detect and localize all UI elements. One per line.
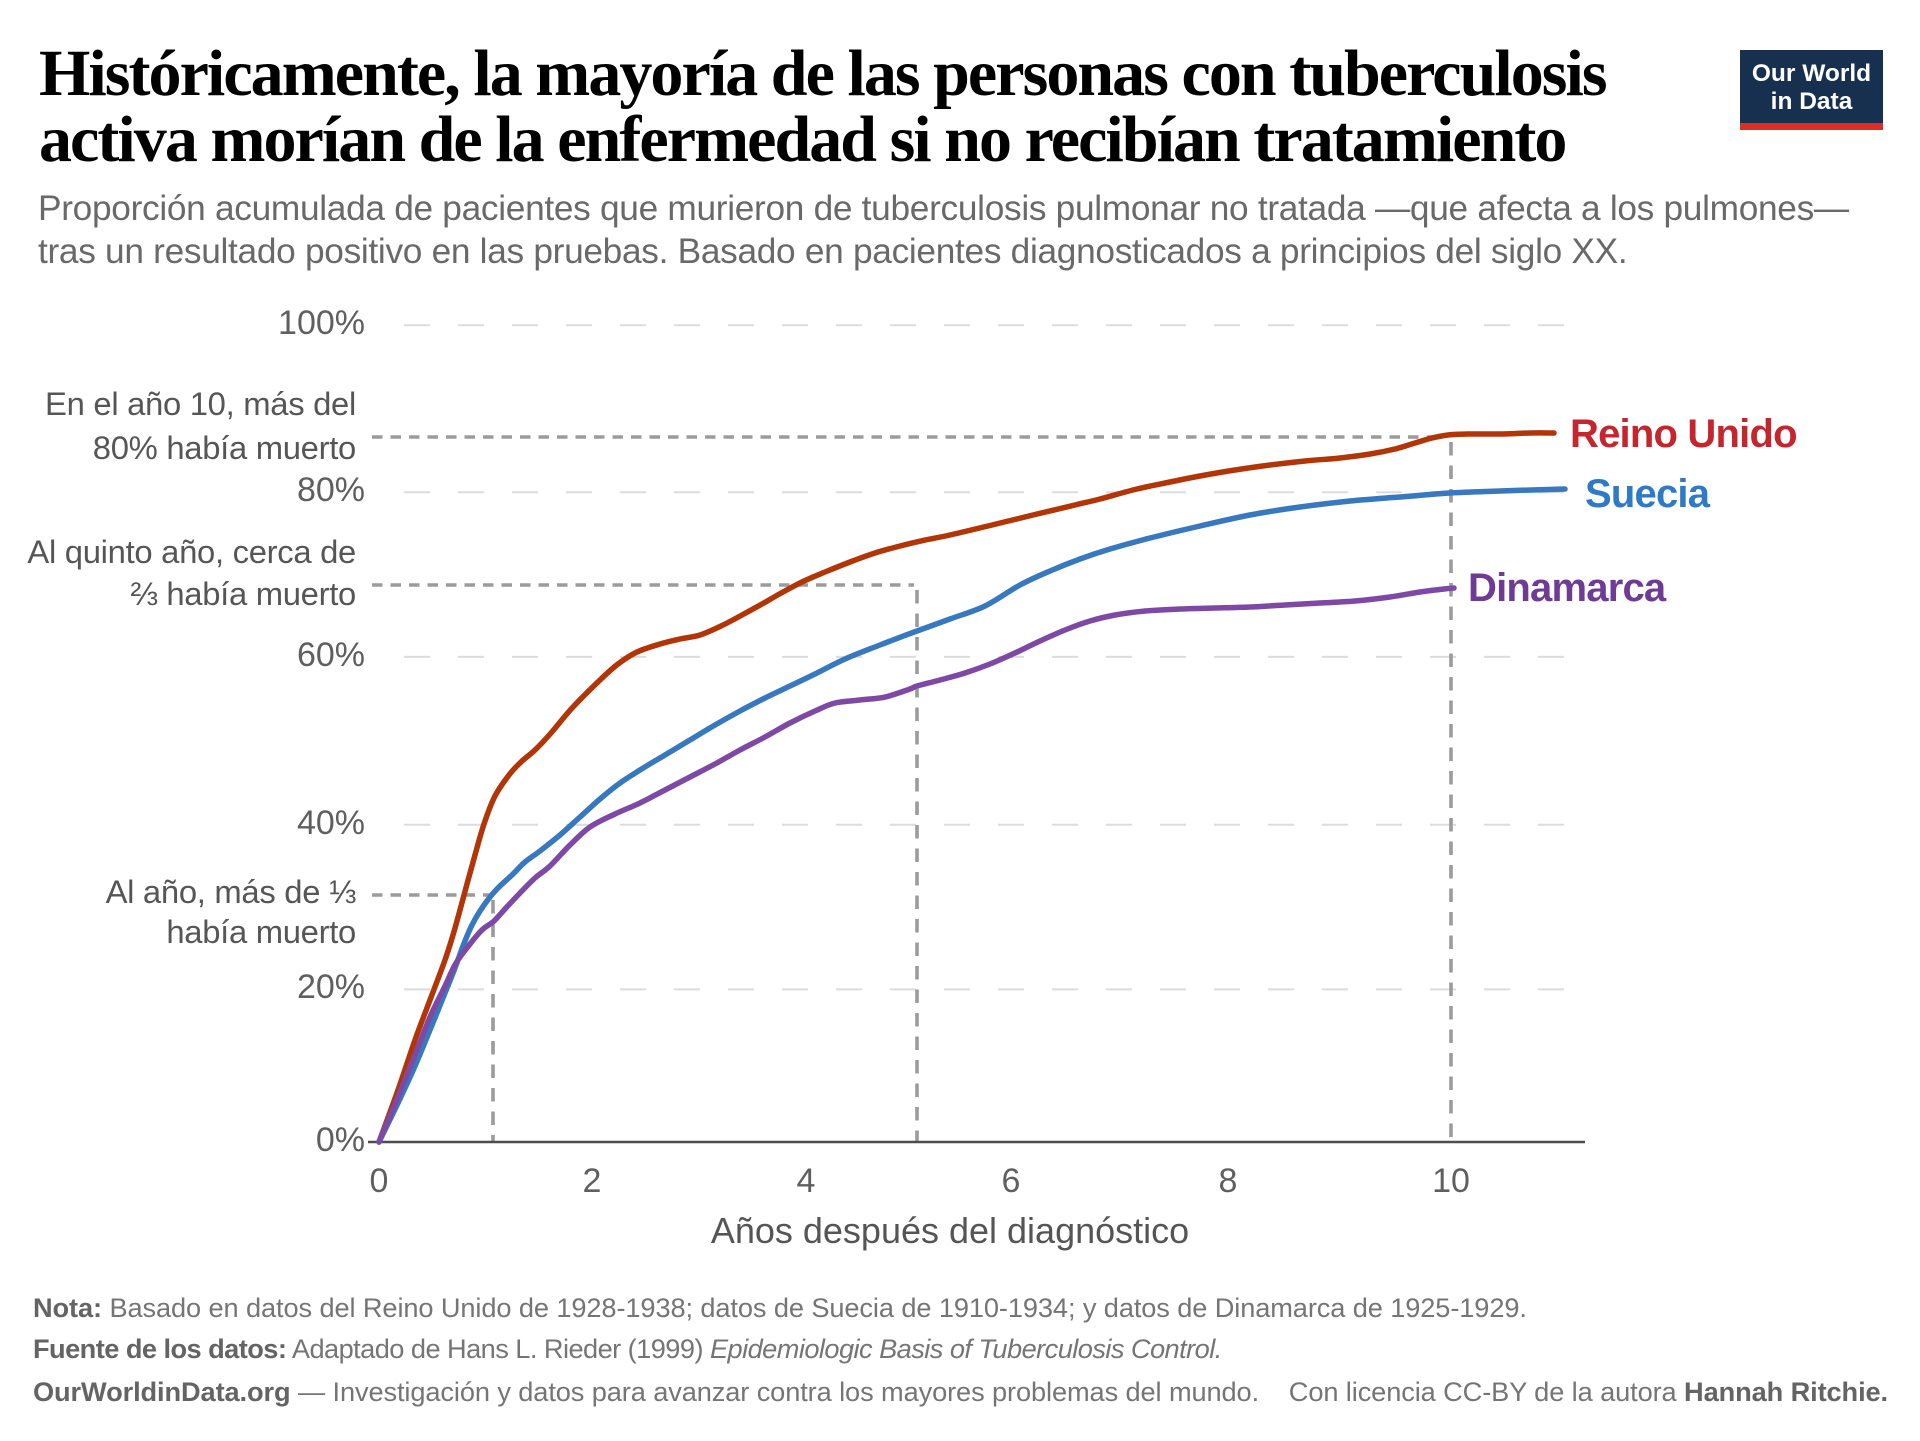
- svg-text:6: 6: [1002, 1162, 1021, 1200]
- svg-text:⅔ había muerto: ⅔ había muerto: [130, 575, 356, 612]
- svg-text:En el año 10, más del: En el año 10, más del: [45, 385, 356, 422]
- svg-text:60%: 60%: [297, 636, 365, 674]
- svg-text:80% había muerto: 80% había muerto: [93, 429, 356, 466]
- svg-text:Al año, más de ⅓: Al año, más de ⅓: [106, 873, 356, 910]
- svg-text:20%: 20%: [297, 968, 365, 1006]
- svg-text:Dinamarca: Dinamarca: [1468, 566, 1667, 610]
- svg-text:Suecia: Suecia: [1585, 472, 1711, 516]
- svg-text:8: 8: [1219, 1162, 1238, 1200]
- svg-text:2: 2: [583, 1162, 602, 1200]
- svg-text:Años después del diagnóstico: Años después del diagnóstico: [711, 1210, 1189, 1251]
- svg-text:40%: 40%: [297, 804, 365, 842]
- svg-text:había muerto: había muerto: [166, 913, 356, 950]
- svg-text:80%: 80%: [297, 471, 365, 509]
- svg-text:100%: 100%: [278, 304, 365, 342]
- svg-text:Al quinto año, cerca de: Al quinto año, cerca de: [27, 533, 356, 570]
- svg-text:10: 10: [1432, 1162, 1470, 1200]
- svg-text:Reino Unido: Reino Unido: [1570, 412, 1797, 456]
- svg-text:4: 4: [797, 1162, 816, 1200]
- svg-text:0%: 0%: [316, 1121, 365, 1159]
- svg-text:0: 0: [370, 1162, 389, 1200]
